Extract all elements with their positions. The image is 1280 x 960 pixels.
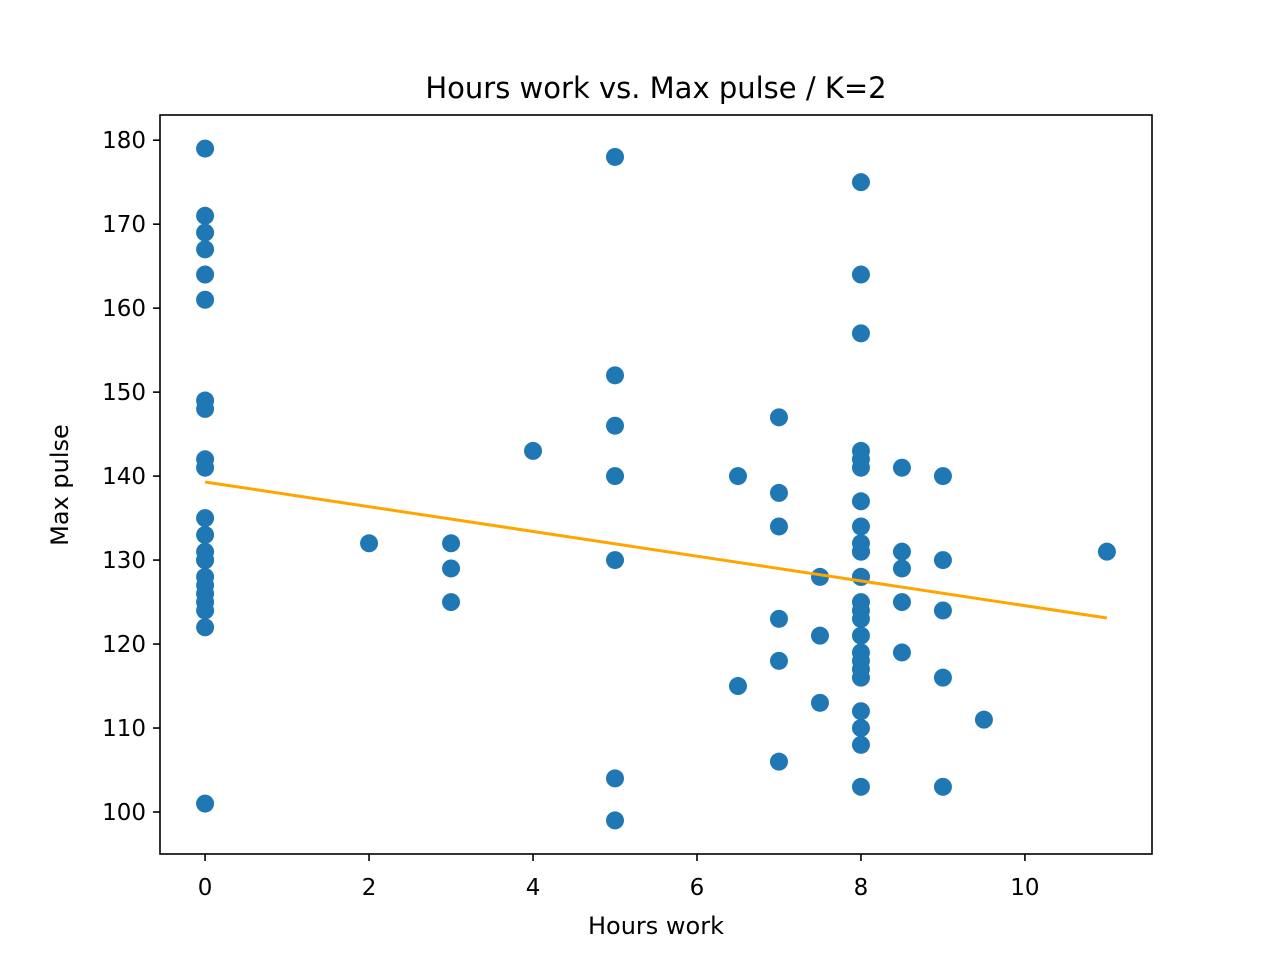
data-point bbox=[442, 593, 461, 612]
y-tick-label: 140 bbox=[102, 464, 146, 490]
data-point bbox=[196, 139, 215, 158]
data-point bbox=[974, 710, 993, 729]
data-point bbox=[728, 467, 747, 486]
data-point bbox=[851, 324, 870, 343]
data-point bbox=[606, 811, 625, 830]
data-point bbox=[892, 593, 911, 612]
data-point bbox=[360, 534, 379, 553]
data-point bbox=[892, 559, 911, 578]
y-tick-label: 170 bbox=[102, 212, 146, 238]
data-point bbox=[933, 601, 952, 620]
data-point bbox=[933, 467, 952, 486]
data-point bbox=[606, 551, 625, 570]
data-point bbox=[196, 223, 215, 242]
data-point bbox=[769, 483, 788, 502]
data-point bbox=[196, 399, 215, 418]
data-point bbox=[196, 601, 215, 620]
data-point bbox=[851, 702, 870, 721]
y-tick-label: 150 bbox=[102, 380, 146, 406]
data-point bbox=[851, 668, 870, 687]
x-tick-label: 10 bbox=[1010, 875, 1039, 901]
x-axis-label: Hours work bbox=[588, 912, 724, 940]
data-point bbox=[851, 458, 870, 477]
data-point bbox=[196, 240, 215, 259]
data-point bbox=[769, 517, 788, 536]
data-point bbox=[196, 509, 215, 528]
data-point bbox=[933, 777, 952, 796]
data-point bbox=[810, 626, 829, 645]
y-tick-label: 100 bbox=[102, 800, 146, 826]
data-point bbox=[892, 643, 911, 662]
x-tick-label: 2 bbox=[362, 875, 377, 901]
data-point bbox=[933, 551, 952, 570]
data-point bbox=[769, 752, 788, 771]
data-point bbox=[196, 290, 215, 309]
y-axis-ticks: 100 110 120 130 140 150 160 170 180 bbox=[102, 128, 160, 826]
data-point bbox=[196, 525, 215, 544]
data-point bbox=[851, 719, 870, 738]
data-point bbox=[196, 458, 215, 477]
data-point bbox=[851, 542, 870, 561]
y-tick-label: 130 bbox=[102, 548, 146, 574]
data-point bbox=[851, 626, 870, 645]
data-point bbox=[851, 173, 870, 192]
data-point bbox=[851, 735, 870, 754]
y-tick-label: 110 bbox=[102, 716, 146, 742]
x-tick-label: 6 bbox=[690, 875, 705, 901]
data-point bbox=[606, 416, 625, 435]
x-tick-label: 4 bbox=[526, 875, 541, 901]
data-point bbox=[606, 147, 625, 166]
data-point bbox=[442, 534, 461, 553]
chart-title: Hours work vs. Max pulse / K=2 bbox=[425, 71, 886, 105]
x-axis-ticks: 0 2 4 6 8 10 bbox=[198, 854, 1040, 901]
data-point bbox=[769, 609, 788, 628]
data-point bbox=[851, 517, 870, 536]
y-tick-label: 120 bbox=[102, 632, 146, 658]
data-point bbox=[892, 542, 911, 561]
data-point bbox=[728, 677, 747, 696]
data-point bbox=[933, 668, 952, 687]
data-point bbox=[196, 206, 215, 225]
y-tick-label: 160 bbox=[102, 296, 146, 322]
data-point bbox=[892, 458, 911, 477]
data-point bbox=[442, 559, 461, 578]
data-point bbox=[851, 265, 870, 284]
data-point bbox=[196, 618, 215, 637]
y-tick-label: 180 bbox=[102, 128, 146, 154]
data-point bbox=[851, 609, 870, 628]
data-point bbox=[769, 651, 788, 670]
data-point bbox=[1097, 542, 1116, 561]
data-point bbox=[524, 441, 543, 460]
data-point bbox=[196, 794, 215, 813]
plot-frame bbox=[159, 114, 1153, 855]
data-point bbox=[606, 769, 625, 788]
regression-line bbox=[204, 480, 1108, 620]
y-axis-label: Max pulse bbox=[46, 424, 74, 546]
data-point bbox=[769, 408, 788, 427]
data-point bbox=[851, 492, 870, 511]
data-point bbox=[196, 551, 215, 570]
x-tick-label: 8 bbox=[854, 875, 869, 901]
data-point bbox=[196, 265, 215, 284]
data-point bbox=[851, 777, 870, 796]
data-point bbox=[606, 467, 625, 486]
plot-marks bbox=[196, 139, 1116, 830]
data-point bbox=[810, 567, 829, 586]
x-tick-label: 0 bbox=[198, 875, 213, 901]
data-point bbox=[810, 693, 829, 712]
data-point bbox=[606, 366, 625, 385]
